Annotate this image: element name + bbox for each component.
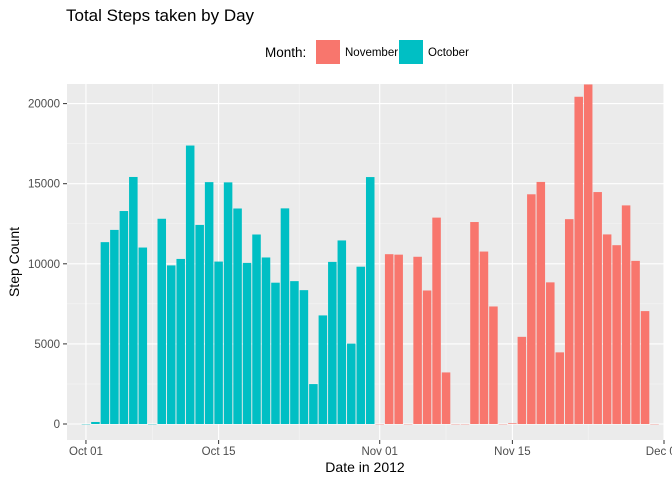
bar-november xyxy=(583,84,593,425)
bar-november xyxy=(441,372,451,424)
bar-november xyxy=(564,219,574,424)
bar-november xyxy=(508,423,517,424)
bar-november xyxy=(574,96,583,424)
x-tick-label: Nov 01 xyxy=(361,446,397,458)
bar-november xyxy=(422,290,432,424)
bar-october xyxy=(138,247,148,424)
bar-october xyxy=(185,145,195,425)
bar-october xyxy=(233,208,242,424)
bar-november xyxy=(432,217,441,424)
bar-november xyxy=(640,311,650,424)
bar-october xyxy=(280,208,290,424)
bar-october xyxy=(157,218,167,424)
bar-november xyxy=(489,306,498,424)
bar-october xyxy=(214,261,223,424)
bar-october xyxy=(204,182,214,424)
bar-october xyxy=(242,262,252,424)
bar-november xyxy=(546,282,555,424)
bar-november xyxy=(536,181,546,424)
bar-november xyxy=(555,352,565,424)
legend-label-october: October xyxy=(428,47,469,59)
bar-october xyxy=(318,315,328,424)
y-axis: 0 5000 10000 15000 20000 xyxy=(28,99,67,431)
plot-panel xyxy=(67,84,664,440)
bar-november xyxy=(470,222,479,424)
bar-october xyxy=(91,421,100,424)
bar-october xyxy=(365,177,375,424)
bars xyxy=(81,84,659,425)
y-tick-label: 10000 xyxy=(28,259,60,271)
x-tick-label: Dec 01 xyxy=(646,446,672,458)
bar-november xyxy=(621,205,631,424)
bar-october xyxy=(119,211,129,424)
bar-november xyxy=(527,194,536,424)
bar-october xyxy=(261,257,271,424)
bar-november xyxy=(384,254,394,424)
bar-october xyxy=(110,229,119,424)
chart-title: Total Steps taken by Day xyxy=(66,6,255,25)
x-tick-label: Nov 15 xyxy=(494,446,530,458)
legend-key-november xyxy=(316,40,340,64)
bar-october xyxy=(290,281,299,424)
legend: Month: November October xyxy=(265,40,469,64)
bar-october xyxy=(299,290,309,424)
bar-october xyxy=(223,182,233,424)
bar-october xyxy=(176,258,185,424)
bar-october xyxy=(328,261,337,424)
bar-october xyxy=(347,343,356,424)
x-tick-label: Oct 01 xyxy=(69,446,103,458)
y-axis-title: Step Count xyxy=(6,227,22,297)
bar-october xyxy=(100,242,110,424)
legend-key-october xyxy=(399,40,423,64)
bar-november xyxy=(593,192,602,424)
bar-october xyxy=(195,224,204,424)
bar-october xyxy=(309,384,318,424)
y-tick-label: 0 xyxy=(54,419,60,431)
bar-october xyxy=(271,282,280,424)
bar-october xyxy=(252,234,261,424)
bar-october xyxy=(129,176,138,424)
bar-november xyxy=(479,251,489,424)
legend-label-november: November xyxy=(345,47,398,59)
bar-november xyxy=(394,254,403,424)
bar-november xyxy=(517,336,527,424)
y-tick-label: 5000 xyxy=(34,339,60,351)
bar-november xyxy=(413,256,422,424)
bar-october xyxy=(166,265,176,424)
x-axis-title: Date in 2012 xyxy=(325,459,405,475)
bar-october xyxy=(356,266,366,424)
bar-november xyxy=(602,234,612,424)
y-tick-label: 15000 xyxy=(28,179,60,191)
bar-november xyxy=(631,260,640,424)
bar-november xyxy=(612,245,621,424)
x-tick-label: Oct 15 xyxy=(202,446,236,458)
bar-october xyxy=(337,240,347,424)
legend-title: Month: xyxy=(265,45,306,60)
y-tick-label: 20000 xyxy=(28,99,60,111)
x-axis: Oct 01 Oct 15 Nov 01 Nov 15 Dec 01 xyxy=(69,440,672,458)
